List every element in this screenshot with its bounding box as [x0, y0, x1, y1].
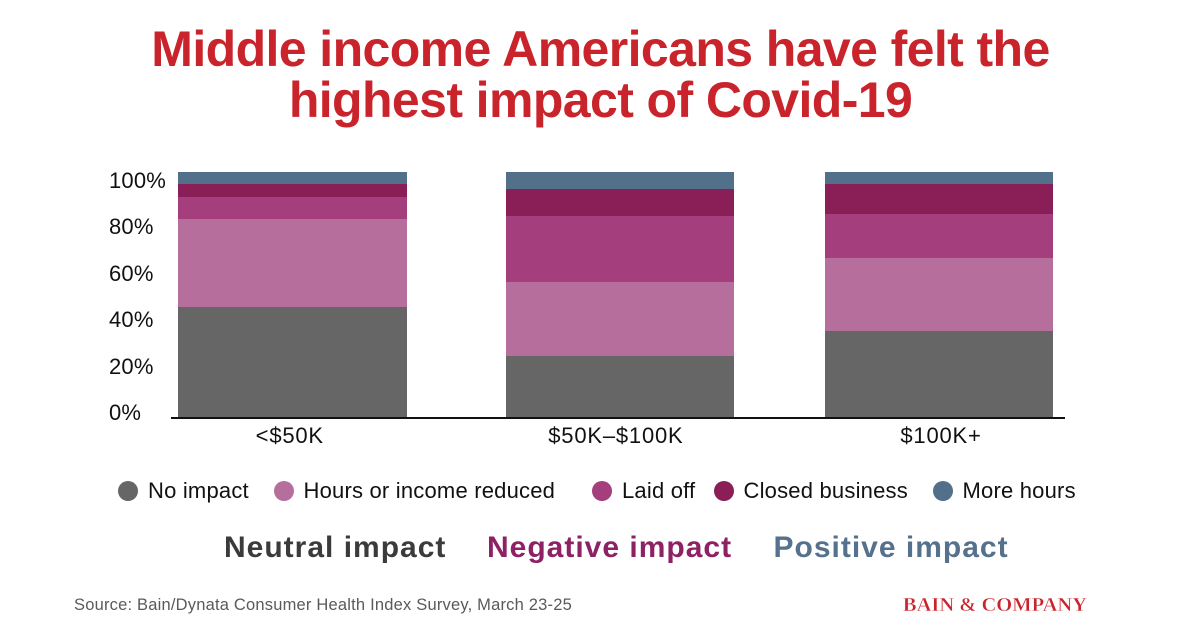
impact-group-label: Positive impact: [773, 531, 1009, 564]
legend-label-More hours: More hours: [962, 478, 1076, 503]
chart-title-line-2: highest impact of Covid-19: [288, 71, 913, 128]
legend-dot-More hours: [932, 481, 953, 501]
bain-company-logo: BAIN & COMPANY: [902, 594, 1088, 616]
legend-dot-No impact: [118, 481, 138, 501]
segment-No impact: [505, 355, 734, 417]
x-axis-line: [171, 416, 1065, 419]
y-tick-label: 0%: [109, 400, 142, 426]
legend-label-Closed business: Closed business: [743, 478, 908, 503]
segment-More hours: [505, 172, 734, 190]
segment-Closed business: [178, 184, 407, 197]
segment-Closed business: [824, 184, 1053, 214]
legend-dot-Closed business: [713, 481, 734, 501]
source-note: Source: Bain/Dynata Consumer Health Inde…: [74, 596, 572, 614]
segment-Laid off: [505, 216, 734, 283]
y-tick-label: 40%: [109, 307, 154, 333]
legend-label-Hours or income reduced: Hours or income reduced: [303, 478, 556, 503]
segment-Laid off: [824, 213, 1053, 258]
legend-dot-Hours or income reduced: [273, 481, 294, 501]
segment-Closed business: [505, 189, 734, 217]
segment-No impact: [178, 306, 407, 417]
legend-dot-Laid off: [592, 481, 612, 501]
y-tick-label: 20%: [109, 353, 154, 379]
segment-Hours or income reduced: [505, 282, 734, 356]
chart-title: Middle income Americans have felt the hi…: [0, 20, 1201, 128]
bar-$50K–$100K: [505, 172, 734, 417]
legend-label-Laid off: Laid off: [622, 478, 696, 503]
segment-More hours: [824, 172, 1053, 185]
impact-group-label: Negative impact: [487, 531, 733, 564]
segment-Hours or income reduced: [824, 257, 1053, 332]
segment-No impact: [824, 331, 1053, 417]
x-category-label: <$50K: [255, 423, 324, 448]
x-category-label: $100K+: [900, 423, 982, 448]
legend-label-No impact: No impact: [148, 478, 249, 503]
y-tick-label: 80%: [109, 214, 154, 240]
y-tick-label: 100%: [109, 167, 167, 193]
chart-title-line-1: Middle income Americans have felt the: [151, 20, 1050, 77]
segment-Laid off: [178, 196, 407, 219]
y-tick-label: 60%: [109, 260, 154, 286]
impact-group-label: Neutral impact: [224, 531, 447, 564]
x-category-label: $50K–$100K: [548, 423, 684, 448]
bar-<$50K: [178, 172, 407, 417]
segment-More hours: [178, 172, 407, 185]
bar-$100K+: [824, 172, 1053, 417]
segment-Hours or income reduced: [178, 218, 407, 307]
